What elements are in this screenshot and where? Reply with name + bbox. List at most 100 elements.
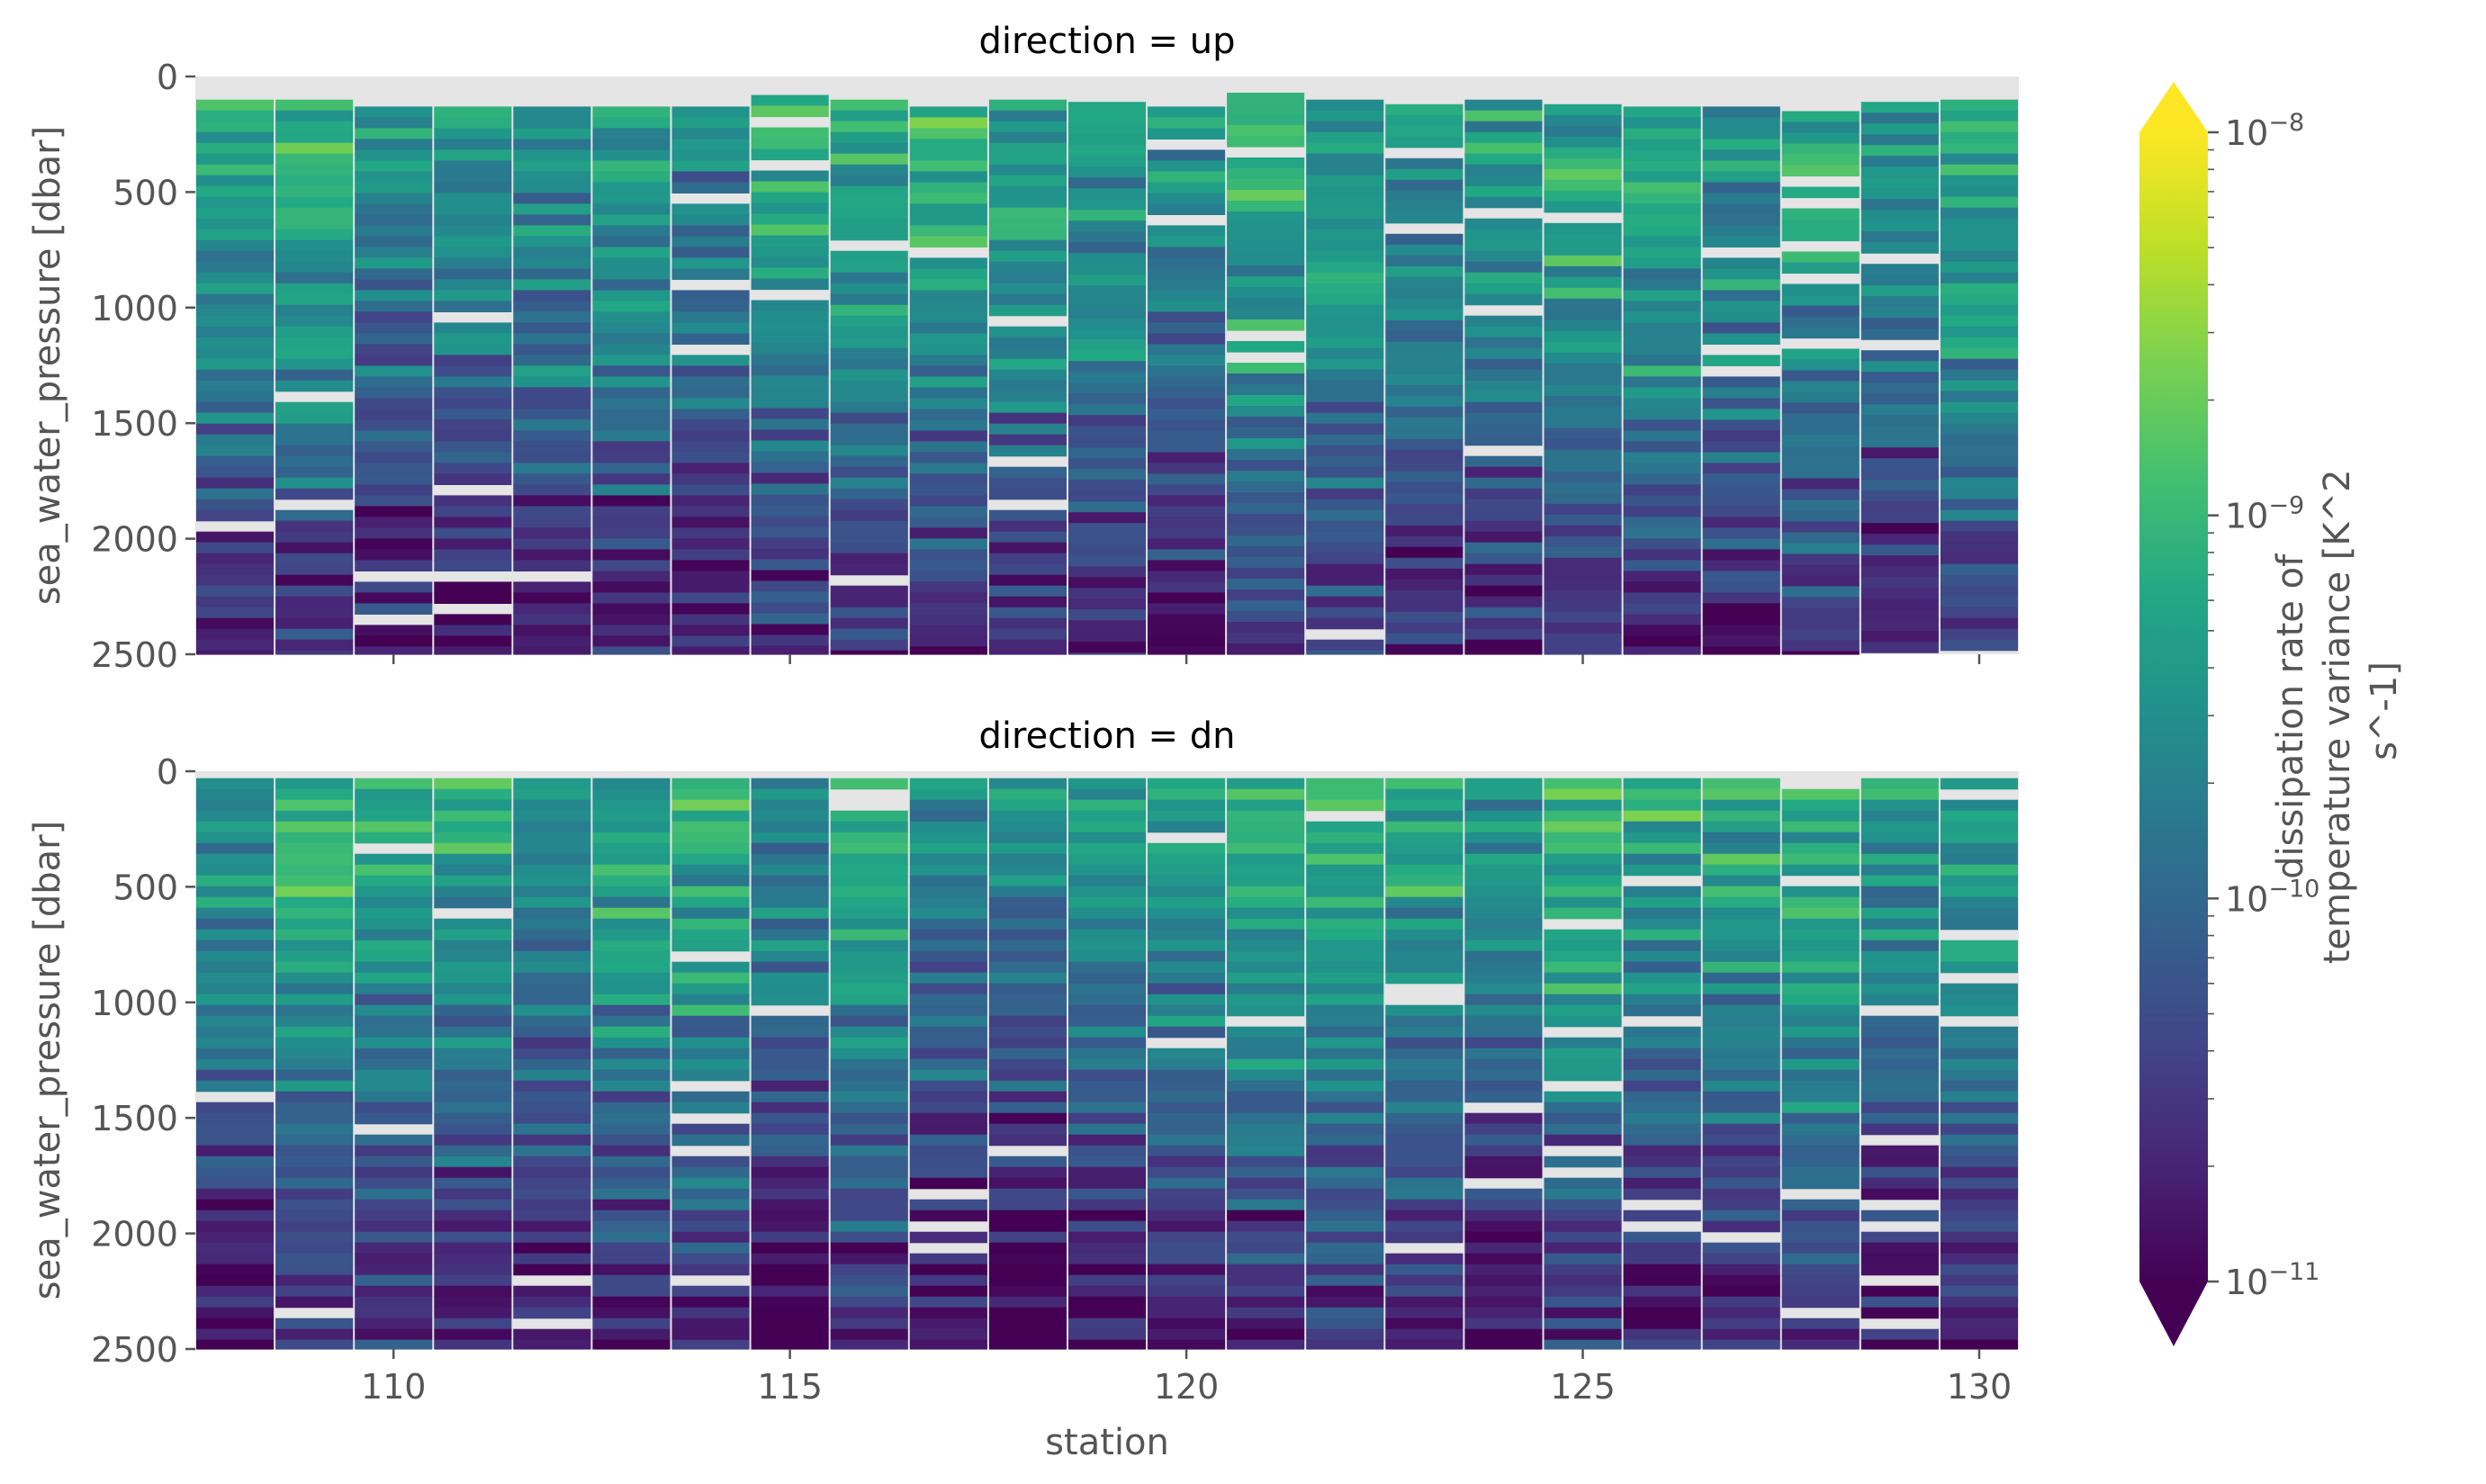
heatmap-cell <box>1623 398 1701 409</box>
heatmap-cell <box>275 153 354 166</box>
heatmap-cell <box>1464 509 1543 522</box>
heatmap-cell <box>1860 415 1939 427</box>
heatmap-cell <box>355 646 433 655</box>
heatmap-cell <box>830 1264 908 1276</box>
heatmap-cell <box>1702 832 1780 844</box>
heatmap-cell <box>830 853 908 866</box>
heatmap-cell <box>1544 832 1622 844</box>
heatmap-cell <box>751 918 829 931</box>
heatmap-cell <box>355 940 433 952</box>
heatmap-cell <box>1544 190 1622 202</box>
heatmap-cell <box>275 412 354 425</box>
heatmap-cell <box>513 203 591 215</box>
heatmap-cell <box>355 387 433 399</box>
heatmap-cell <box>830 810 908 823</box>
heatmap-cell <box>275 788 354 801</box>
heatmap-cell <box>513 247 591 258</box>
heatmap-cell <box>988 907 1067 920</box>
heatmap-cell <box>1227 875 1305 887</box>
heatmap-cell <box>1940 563 2018 576</box>
heatmap-cell <box>909 430 987 442</box>
heatmap-cell <box>909 603 987 615</box>
heatmap-cell <box>1227 842 1305 855</box>
heatmap-cell <box>434 495 512 507</box>
heatmap-cell <box>1306 196 1384 209</box>
heatmap-cell <box>513 301 591 312</box>
heatmap-cell <box>909 387 987 399</box>
heatmap-cell <box>1306 650 1384 655</box>
heatmap-cell <box>1940 1220 2018 1233</box>
heatmap-cell <box>1860 1166 1939 1179</box>
heatmap-cell <box>1544 1328 1622 1341</box>
heatmap-cell <box>1148 1156 1226 1168</box>
heatmap-cell <box>196 1220 275 1233</box>
heatmap-cell <box>1306 1123 1384 1136</box>
heatmap-cell <box>909 1177 987 1190</box>
heatmap-cell <box>1385 788 1464 801</box>
heatmap-cell <box>1385 417 1464 429</box>
heatmap-cell <box>1464 391 1543 403</box>
heatmap-cell <box>1623 409 1701 420</box>
heatmap-cell <box>671 907 750 920</box>
heatmap-cell <box>751 1069 829 1082</box>
heatmap-cell <box>1227 373 1305 385</box>
heatmap-cell <box>909 1069 987 1082</box>
heatmap-cell <box>671 560 750 571</box>
heatmap-cell <box>1068 382 1147 394</box>
heatmap-cell <box>1940 907 2018 920</box>
heatmap-cell <box>1781 143 1860 156</box>
heatmap-cell <box>751 105 829 118</box>
heatmap-cell <box>1860 1285 1939 1298</box>
heatmap-cell <box>830 509 908 522</box>
heatmap-cell <box>1068 652 1147 655</box>
heatmap-cell <box>355 236 433 247</box>
heatmap-cell <box>513 409 591 420</box>
heatmap-cell <box>1227 363 1305 374</box>
heatmap-cell <box>355 247 433 258</box>
heatmap-cell <box>1940 175 2018 187</box>
heatmap-cell <box>1385 201 1464 213</box>
heatmap-cell <box>196 412 275 425</box>
heatmap-cell <box>275 99 354 112</box>
heatmap-cell <box>988 1004 1067 1017</box>
heatmap-cell <box>1860 134 1939 146</box>
heatmap-cell <box>1860 875 1939 887</box>
heatmap-cell <box>1148 907 1226 920</box>
heatmap-cell <box>1623 1080 1701 1093</box>
heatmap-cell <box>830 488 908 500</box>
heatmap-cell <box>1464 1199 1543 1211</box>
heatmap-cell <box>751 1199 829 1211</box>
heatmap-cell <box>1464 1274 1543 1287</box>
heatmap-cell <box>988 596 1067 608</box>
heatmap-cell <box>1385 1156 1464 1168</box>
heatmap-cell <box>275 1210 354 1222</box>
heatmap-cell <box>830 596 908 608</box>
heatmap-cell <box>751 1048 829 1060</box>
heatmap-cell <box>196 326 275 338</box>
heatmap-cell <box>1702 463 1780 474</box>
heatmap-cell <box>434 355 512 366</box>
heatmap-cell <box>592 398 671 409</box>
heatmap-cell <box>1306 994 1384 1006</box>
heatmap-cell <box>275 1037 354 1049</box>
heatmap-cell <box>1306 293 1384 306</box>
heatmap-cell <box>1781 283 1860 296</box>
heatmap-cell <box>1148 1145 1226 1157</box>
heatmap-cell <box>909 290 987 301</box>
heatmap-cell <box>1702 799 1780 812</box>
heatmap-cell <box>1781 510 1860 523</box>
heatmap-cell <box>1306 821 1384 833</box>
heatmap-cell <box>1781 1048 1860 1060</box>
heatmap-cell <box>513 214 591 226</box>
heatmap-cell <box>1148 646 1226 655</box>
heatmap-cell <box>434 1318 512 1330</box>
heatmap-cell <box>513 1156 591 1168</box>
heatmap-cell <box>1464 99 1543 112</box>
heatmap-cell <box>1227 535 1305 547</box>
heatmap-cell <box>988 1069 1067 1082</box>
heatmap-cell <box>988 1285 1067 1298</box>
heatmap-cell <box>1464 142 1543 155</box>
heatmap-cell <box>355 225 433 237</box>
heatmap-cell <box>355 1296 433 1309</box>
heatmap-cell <box>1702 1188 1780 1201</box>
